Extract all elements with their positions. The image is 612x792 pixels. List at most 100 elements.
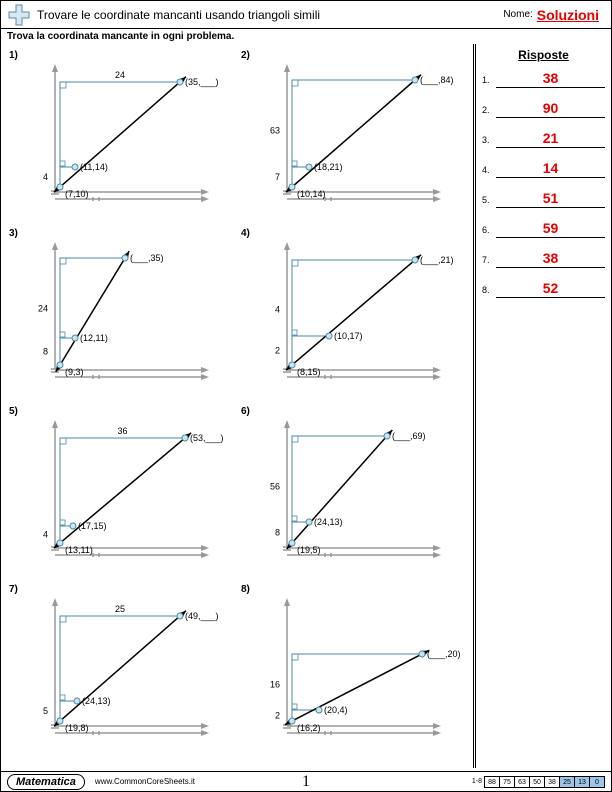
svg-text:8: 8 [275, 528, 280, 538]
svg-text:4: 4 [275, 305, 280, 315]
problem-diagram: 7 63 (10,14) (18,21) (___,84) [257, 52, 457, 220]
svg-text:5: 5 [43, 706, 48, 716]
problem: 3) 8 24 (9,3) (12,11) (___,35) [5, 224, 237, 402]
score-box: 50 [529, 776, 545, 788]
svg-text:(16,2): (16,2) [297, 723, 321, 733]
svg-text:(18,21): (18,21) [314, 162, 343, 172]
problem-number: 8) [241, 584, 250, 595]
solutions-label: Soluzioni [537, 7, 599, 23]
problem-number: 5) [9, 406, 18, 417]
svg-text:16: 16 [270, 680, 280, 690]
svg-text:(17,15): (17,15) [78, 521, 107, 531]
svg-text:7: 7 [275, 172, 280, 182]
svg-text:36: 36 [117, 426, 127, 436]
answers-title: Risposte [482, 48, 605, 62]
svg-text:(19,5): (19,5) [297, 545, 321, 555]
answer-row: 4.14 [482, 160, 605, 178]
svg-text:25: 25 [115, 604, 125, 614]
subject-badge: Matematica [7, 774, 85, 790]
answer-number: 8. [482, 285, 496, 295]
score-box: 0 [589, 776, 605, 788]
svg-text:4: 4 [43, 172, 48, 182]
problem: 6) 8 56 (19,5) (24,13) (___,69) [237, 402, 469, 580]
score-box: 63 [514, 776, 530, 788]
svg-text:4: 4 [43, 530, 48, 540]
answer-value: 21 [496, 130, 605, 148]
problem-diagram: 8 24 (9,3) (12,11) (___,35) [25, 230, 225, 398]
svg-text:56: 56 [270, 482, 280, 492]
problem-number: 4) [241, 228, 250, 239]
name-label: Nome: [503, 9, 532, 20]
answer-value: 14 [496, 160, 605, 178]
problem-number: 7) [9, 584, 18, 595]
problem-number: 6) [241, 406, 250, 417]
answer-number: 3. [482, 135, 496, 145]
svg-text:(10,14): (10,14) [297, 189, 326, 199]
problem-diagram: 4 36 (13,11) (17,15) (53,___) [25, 408, 225, 576]
problem-number: 2) [241, 50, 250, 61]
svg-text:(___,20): (___,20) [427, 649, 461, 659]
svg-text:2: 2 [275, 711, 280, 721]
answer-value: 52 [496, 280, 605, 298]
problem: 4)24(8,15)(10,17)(___,21) [237, 224, 469, 402]
svg-text:8: 8 [43, 347, 48, 357]
problem-diagram: 8 56 (19,5) (24,13) (___,69) [257, 408, 457, 576]
answer-row: 3.21 [482, 130, 605, 148]
svg-text:(20,4): (20,4) [324, 705, 348, 715]
score-box: 25 [559, 776, 575, 788]
answer-number: 6. [482, 225, 496, 235]
answer-number: 1. [482, 75, 496, 85]
answer-row: 6.59 [482, 220, 605, 238]
problem: 5) 4 36 (13,11) (17,15) (53,___) [5, 402, 237, 580]
worksheet-title: Trovare le coordinate mancanti usando tr… [37, 8, 320, 22]
answer-row: 7.38 [482, 250, 605, 268]
score-box: 38 [544, 776, 560, 788]
svg-text:(9,3): (9,3) [65, 367, 84, 377]
problem: 7) 5 25 (19,8) (24,13) (49,___) [5, 580, 237, 758]
svg-text:(13,11): (13,11) [65, 545, 93, 555]
answer-value: 59 [496, 220, 605, 238]
svg-text:(___,35): (___,35) [130, 253, 164, 263]
svg-text:(___,21): (___,21) [420, 255, 454, 265]
problem-number: 3) [9, 228, 18, 239]
score-box: 75 [499, 776, 515, 788]
problem-diagram: 5 25 (19,8) (24,13) (49,___) [25, 586, 225, 754]
svg-text:(53,___): (53,___) [190, 433, 224, 443]
answer-number: 5. [482, 195, 496, 205]
svg-text:(24,13): (24,13) [314, 517, 343, 527]
page-number: 1 [302, 773, 310, 791]
svg-text:(12,11): (12,11) [80, 333, 108, 343]
svg-text:(10,17): (10,17) [334, 331, 363, 341]
answer-row: 2.90 [482, 100, 605, 118]
problem: 1)424(7,10)(11,14)(35,___) [5, 46, 237, 224]
answer-number: 2. [482, 105, 496, 115]
svg-text:63: 63 [270, 126, 280, 136]
svg-text:(35,___): (35,___) [185, 77, 219, 87]
svg-text:(24,13): (24,13) [82, 696, 111, 706]
website-url: www.CommonCoreSheets.it [95, 777, 195, 786]
answer-value: 51 [496, 190, 605, 208]
answer-number: 4. [482, 165, 496, 175]
svg-text:(11,14): (11,14) [80, 162, 108, 172]
answer-row: 1.38 [482, 70, 605, 88]
answer-value: 38 [496, 70, 605, 88]
answer-row: 8.52 [482, 280, 605, 298]
answer-value: 38 [496, 250, 605, 268]
problem: 2) 7 63 (10,14) (18,21) (___,84) [237, 46, 469, 224]
svg-text:(19,8): (19,8) [65, 723, 89, 733]
svg-text:(49,___): (49,___) [185, 611, 219, 621]
logo-icon [7, 3, 31, 27]
problem-diagram: 24(8,15)(10,17)(___,21) [257, 230, 457, 398]
svg-text:(___,84): (___,84) [420, 75, 454, 85]
problem-diagram: 216(16,2)(20,4)(___,20) [257, 586, 457, 754]
problem: 8) 2 16 (16,2)(20,4) (___,20) [237, 580, 469, 758]
score-box: 13 [574, 776, 590, 788]
svg-text:(7,10): (7,10) [65, 189, 89, 199]
instruction-text: Trova la coordinata mancante in ogni pro… [1, 29, 611, 44]
svg-text:(___,69): (___,69) [392, 431, 426, 441]
score-range: 1-8 [472, 778, 482, 785]
svg-text:24: 24 [115, 70, 125, 80]
problem-diagram: 4 24 (7,10) (11,14) (35,___) [25, 52, 225, 220]
answer-number: 7. [482, 255, 496, 265]
svg-text:24: 24 [38, 304, 48, 314]
